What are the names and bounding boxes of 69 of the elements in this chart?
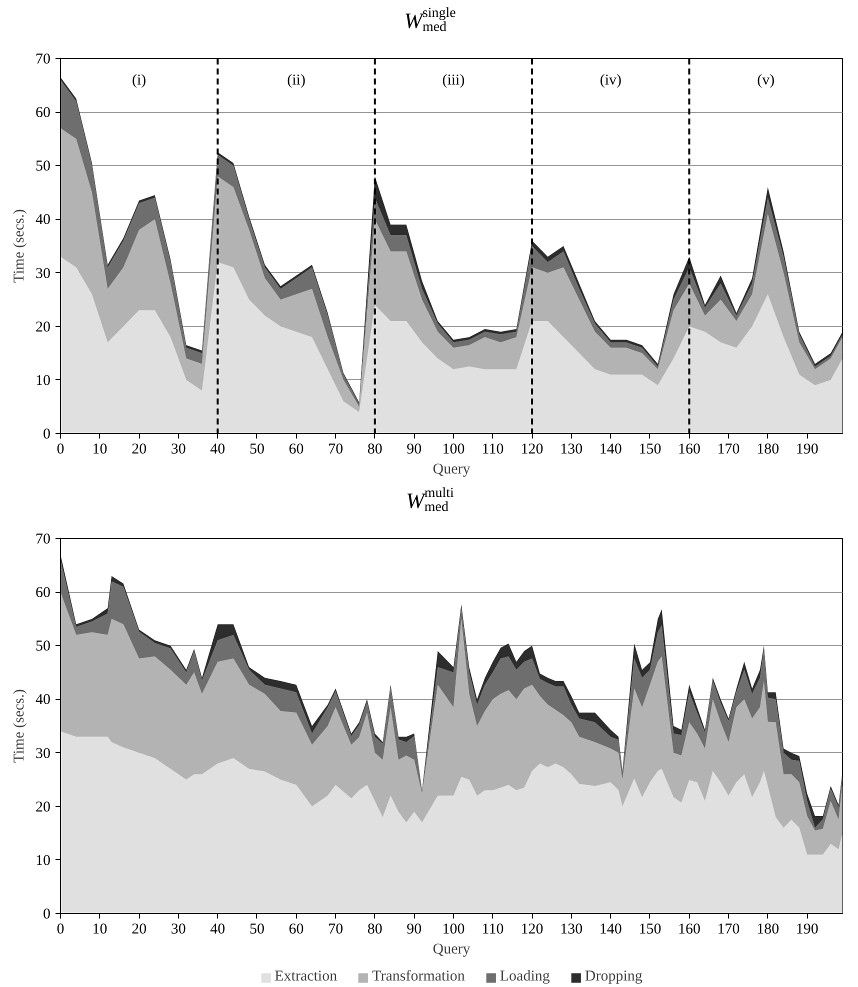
x-tick-label: 170 [717, 442, 740, 458]
x-tick-label: 130 [560, 922, 583, 938]
x-tick-label: 50 [249, 922, 264, 938]
x-tick-label: 0 [56, 442, 64, 458]
y-tick-label: 20 [36, 319, 50, 336]
x-tick-label: 110 [482, 922, 504, 938]
x-tick-label: 60 [288, 922, 304, 938]
y-tick-label: 70 [36, 532, 50, 548]
x-tick-label: 190 [796, 442, 818, 458]
y-tick-label: 0 [43, 426, 50, 442]
x-tick-label: 30 [170, 442, 186, 458]
x-tick-label: 180 [756, 922, 780, 938]
y-axis-title: Time (secs.) [12, 209, 28, 283]
x-tick-label: 20 [132, 442, 147, 458]
x-tick-label: 100 [442, 442, 465, 458]
x-tick-label: 160 [678, 922, 700, 938]
x-tick-label: 90 [406, 442, 422, 458]
x-tick-label: 180 [756, 442, 780, 458]
x-tick-label: 130 [560, 442, 583, 458]
legend-label: Loading [500, 968, 550, 986]
x-tick-label: 70 [328, 442, 344, 458]
x-tick-label: 90 [406, 922, 422, 938]
y-axis-title: Time (secs.) [12, 689, 28, 763]
y-tick-label: 10 [36, 372, 50, 389]
x-tick-label: 0 [56, 922, 64, 938]
legend-label: Extraction [274, 968, 338, 986]
legend-label: Transformation [372, 968, 465, 986]
x-tick-label: 150 [638, 442, 662, 458]
x-tick-label: 100 [442, 922, 465, 938]
x-tick-label: 110 [482, 442, 504, 458]
annotation: (iii) [442, 72, 465, 88]
y-tick-label: 50 [36, 158, 50, 175]
y-tick-label: 60 [36, 585, 50, 602]
x-tick-label: 80 [367, 922, 382, 938]
x-tick-label: 80 [367, 442, 382, 458]
y-tick-label: 0 [43, 906, 50, 922]
annotation: (iv) [600, 72, 622, 88]
x-tick-label: 10 [92, 922, 108, 938]
x-tick-label: 40 [210, 922, 226, 938]
y-tick-label: 20 [36, 799, 50, 816]
x-tick-label: 50 [249, 442, 264, 458]
x-tick-label: 190 [796, 922, 818, 938]
x-tick-label: 10 [92, 442, 108, 458]
annotation: (i) [132, 72, 146, 88]
y-tick-label: 30 [36, 266, 50, 282]
x-tick-label: 140 [599, 442, 622, 458]
x-axis-title: Query [432, 942, 471, 958]
x-tick-label: 120 [520, 922, 544, 938]
x-tick-label: 150 [638, 922, 662, 938]
x-tick-label: 140 [599, 922, 622, 938]
annotation: (ii) [287, 72, 306, 88]
y-tick-label: 70 [36, 52, 50, 68]
x-tick-label: 60 [288, 442, 304, 458]
y-tick-label: 40 [36, 692, 50, 708]
x-tick-label: 40 [210, 442, 226, 458]
y-tick-label: 10 [36, 852, 50, 869]
legend-label: Dropping [584, 968, 642, 986]
annotation: (v) [757, 72, 775, 88]
x-axis-title: Query [432, 462, 471, 478]
y-tick-label: 50 [36, 638, 50, 655]
x-tick-label: 170 [717, 922, 740, 938]
y-tick-label: 40 [36, 212, 50, 228]
x-tick-label: 20 [132, 922, 147, 938]
x-tick-label: 70 [328, 922, 344, 938]
x-tick-label: 120 [520, 442, 544, 458]
x-tick-label: 30 [170, 922, 186, 938]
y-tick-label: 30 [36, 746, 50, 762]
y-tick-label: 60 [36, 105, 50, 122]
x-tick-label: 160 [678, 442, 700, 458]
